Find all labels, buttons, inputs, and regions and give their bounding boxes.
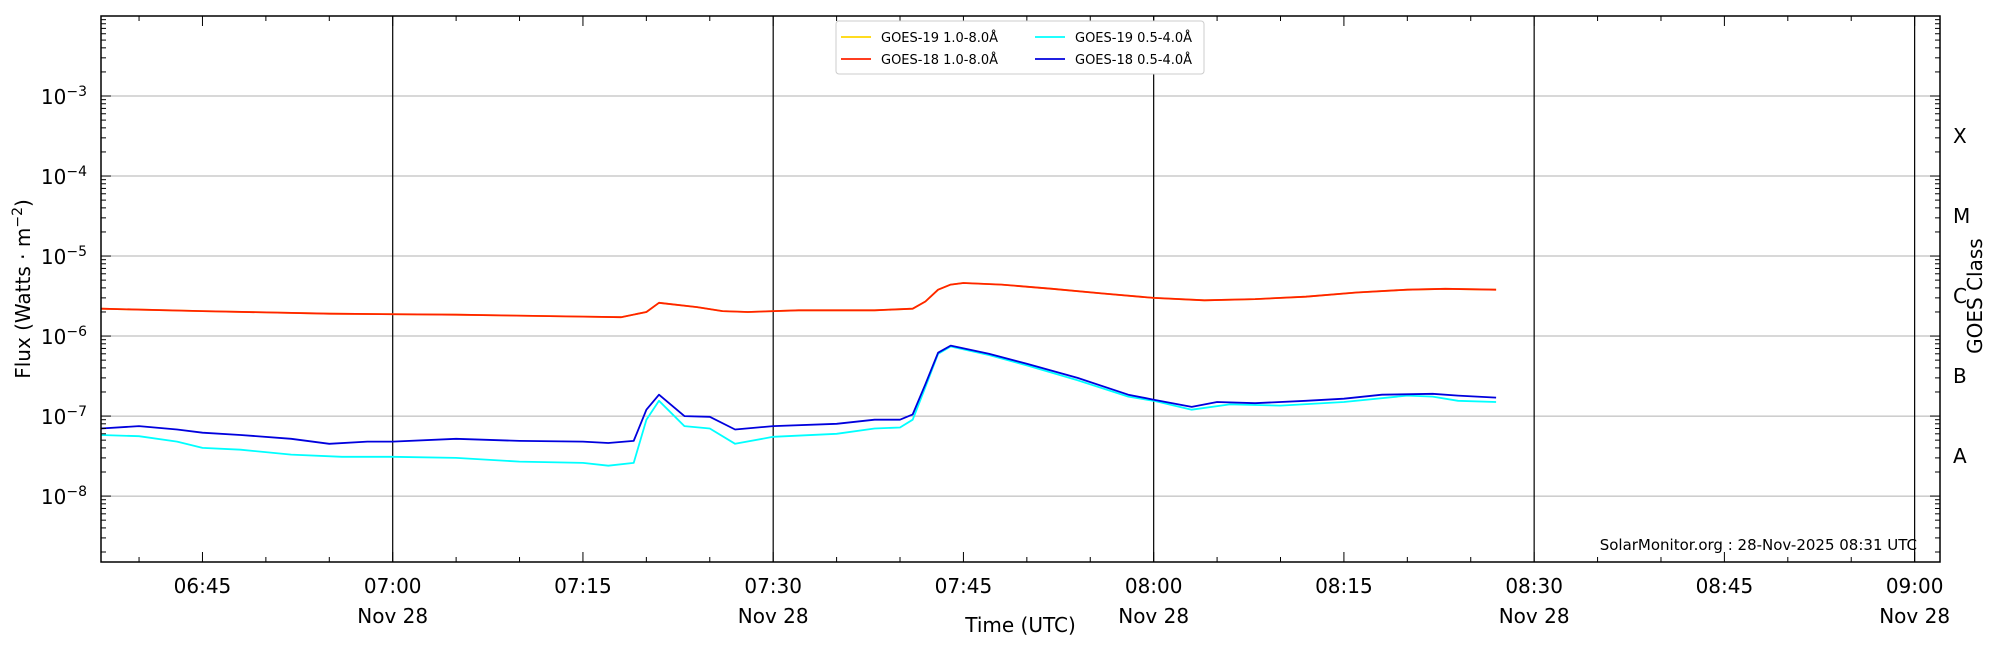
y-axis-label-main: Flux (Watts · m bbox=[11, 228, 35, 379]
y-axis-label: Flux (Watts · m−2) bbox=[10, 199, 35, 379]
legend: GOES-19 1.0-8.0Å GOES-19 0.5-4.0Å GOES-18 … bbox=[835, 20, 1205, 75]
y-tick-label: 10−7 bbox=[41, 404, 87, 429]
legend-box bbox=[835, 20, 1205, 75]
series-layer bbox=[100, 282, 1497, 467]
series-line bbox=[100, 345, 1497, 467]
series-line bbox=[100, 282, 1497, 319]
grid-layer bbox=[101, 95, 1940, 497]
label-layer: 10−8 10−7 10−6 10−5 10−4 10−3 06:45 07:00 Nov 28… bbox=[41, 84, 1970, 628]
y-tick-label: 10−8 bbox=[41, 484, 87, 509]
legend-label: GOES-19 0.5-4.0Å bbox=[1075, 30, 1192, 46]
goes-class-label: A bbox=[1953, 444, 1967, 468]
y-tick-label: 10−6 bbox=[41, 324, 87, 349]
x-tick-label: 07:30 bbox=[744, 574, 802, 598]
x-tick-date-label: Nov 28 bbox=[1499, 604, 1570, 628]
series-line bbox=[100, 282, 1497, 319]
x-tick-label: 08:15 bbox=[1315, 574, 1373, 598]
y-tick-label: 10−5 bbox=[41, 244, 87, 269]
legend-label: GOES-18 0.5-4.0Å bbox=[1075, 52, 1192, 68]
y-tick-label: 10−3 bbox=[41, 84, 87, 109]
legend-label: GOES-18 1.0-8.0Å bbox=[881, 52, 998, 68]
y-axis-label-exponent: −2 bbox=[10, 207, 26, 228]
x-tick-label: 08:30 bbox=[1505, 574, 1563, 598]
x-tick-date-label: Nov 28 bbox=[1879, 604, 1950, 628]
y-tick-label: 10−4 bbox=[41, 164, 87, 189]
goes-class-label: C bbox=[1953, 284, 1967, 308]
plot-frame bbox=[100, 15, 1941, 563]
x-tick-date-label: Nov 28 bbox=[1118, 604, 1189, 628]
goes-class-axis-label: GOES Class bbox=[1963, 238, 1987, 354]
x-tick-label: 08:45 bbox=[1696, 574, 1754, 598]
y-axis-label-close: ) bbox=[11, 199, 35, 207]
x-tick-date-label: Nov 28 bbox=[357, 604, 428, 628]
vertical-day-lines bbox=[392, 16, 1916, 562]
x-tick-label: 08:00 bbox=[1125, 574, 1183, 598]
x-tick-label: 07:15 bbox=[554, 574, 612, 598]
x-tick-label: 09:00 bbox=[1886, 574, 1944, 598]
x-tick-label: 07:00 bbox=[364, 574, 422, 598]
source-timestamp-annotation: SolarMonitor.org : 28-Nov-2025 08:31 UTC bbox=[1600, 536, 1917, 554]
goes-class-label: B bbox=[1953, 364, 1967, 388]
x-tick-date-label: Nov 28 bbox=[738, 604, 809, 628]
x-tick-label: 06:45 bbox=[174, 574, 232, 598]
series-line bbox=[100, 344, 1497, 445]
x-tick-label: 07:45 bbox=[935, 574, 993, 598]
goes-class-label: X bbox=[1953, 124, 1967, 148]
legend-label: GOES-19 1.0-8.0Å bbox=[881, 30, 998, 46]
x-axis-label: Time (UTC) bbox=[964, 613, 1076, 637]
goes-class-label: M bbox=[1953, 204, 1970, 228]
tick-layer bbox=[101, 15, 1940, 562]
